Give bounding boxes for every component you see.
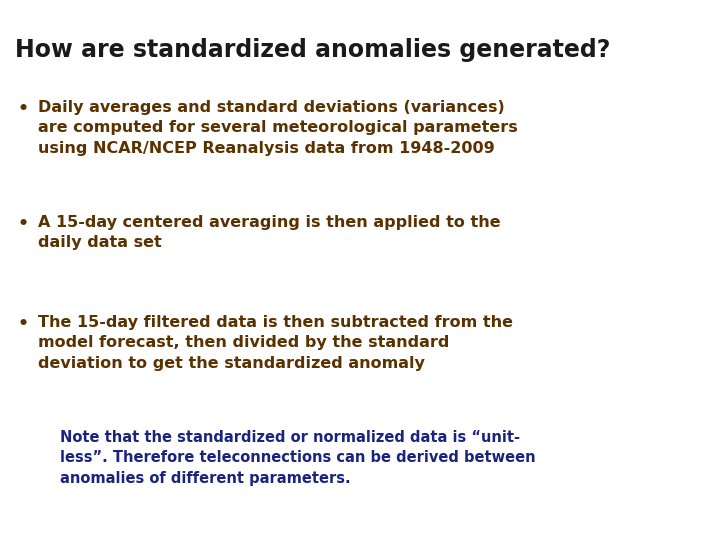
Text: A 15-day centered averaging is then applied to the
daily data set: A 15-day centered averaging is then appl… [38, 215, 500, 251]
Text: •: • [18, 315, 29, 333]
Text: The 15-day filtered data is then subtracted from the
model forecast, then divide: The 15-day filtered data is then subtrac… [38, 315, 513, 371]
Text: •: • [18, 215, 29, 233]
Text: Daily averages and standard deviations (variances)
are computed for several mete: Daily averages and standard deviations (… [38, 100, 518, 156]
Text: How are standardized anomalies generated?: How are standardized anomalies generated… [15, 38, 611, 62]
Text: •: • [18, 100, 29, 118]
Text: Note that the standardized or normalized data is “unit-
less”. Therefore telecon: Note that the standardized or normalized… [60, 430, 536, 486]
